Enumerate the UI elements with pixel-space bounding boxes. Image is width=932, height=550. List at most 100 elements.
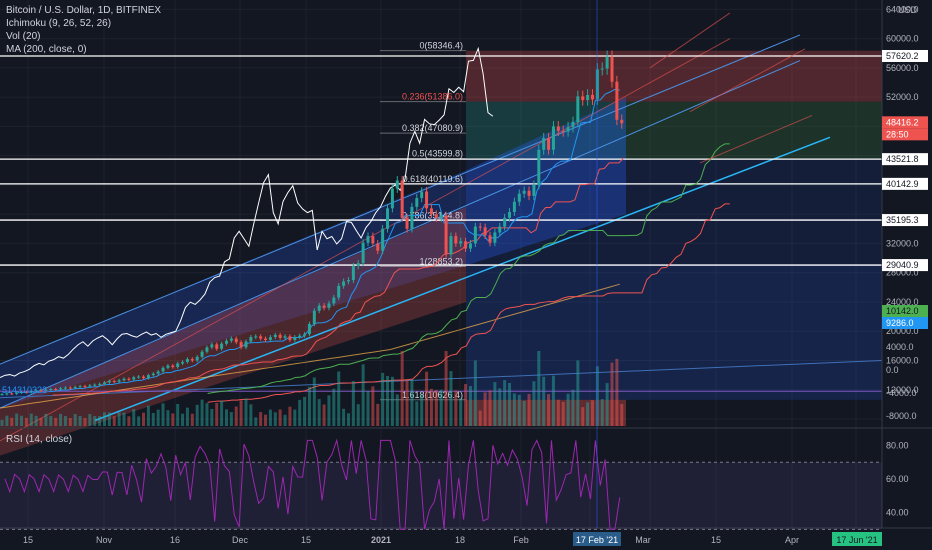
volume-bar <box>142 412 146 426</box>
candle <box>298 335 302 338</box>
volume-bar <box>464 384 468 426</box>
candle <box>366 236 370 243</box>
volume-indicator-label[interactable]: Vol (20) <box>6 31 41 42</box>
volume-bar <box>590 400 594 426</box>
volume-bar <box>137 416 141 426</box>
chart-legend: Bitcoin / U.S. Dollar, 1D, BITFINEX Ichi… <box>6 4 161 56</box>
time-axis-label: 16 <box>170 535 180 545</box>
candle <box>381 228 385 251</box>
rsi-indicator-label[interactable]: RSI (14, close) <box>6 434 73 445</box>
ma-indicator-label[interactable]: MA (200, close, 0) <box>6 44 87 55</box>
volume-bar <box>20 415 24 426</box>
candle <box>98 383 102 385</box>
candle <box>439 215 443 218</box>
fib-level-label: 0(58346.4) <box>419 41 463 51</box>
projection-arrow <box>699 114 813 164</box>
volume-bar <box>117 412 121 426</box>
ichimoku-indicator-label[interactable]: Ichimoku (9, 26, 52, 26) <box>6 18 112 29</box>
time-axis-label: Apr <box>785 535 799 545</box>
candle <box>542 138 546 150</box>
time-badge-label: 17 Feb '21 <box>576 535 618 545</box>
candle <box>44 389 48 391</box>
volume-bar <box>337 371 341 426</box>
candle <box>142 376 146 379</box>
candle <box>356 263 360 267</box>
volume-bar <box>249 404 253 426</box>
candle <box>517 193 521 202</box>
symbol-title[interactable]: Bitcoin / U.S. Dollar, 1D, BITFINEX <box>6 5 162 16</box>
volume-bar <box>171 413 175 426</box>
volume-bar <box>54 417 58 426</box>
volume-bar <box>420 394 424 426</box>
time-badge <box>832 532 882 546</box>
price-badge-label: 57620.2 <box>886 51 919 61</box>
price-badge <box>882 305 928 317</box>
fib-level-label: 0.236(51386.0) <box>402 92 463 102</box>
rsi-axis-label: 80.00 <box>886 440 909 450</box>
candle <box>512 201 516 212</box>
volume-bar <box>93 416 97 426</box>
candle <box>459 241 463 244</box>
volume-bar <box>34 415 38 426</box>
time-axis-label: Nov <box>96 535 113 545</box>
projection-arrow <box>689 48 806 113</box>
candle <box>537 149 541 185</box>
candle <box>107 380 111 383</box>
volume-bar <box>244 398 248 426</box>
time-axis-label: 15 <box>711 535 721 545</box>
fib-level-label: 0.618(40119.6) <box>403 174 463 184</box>
candle <box>132 377 136 380</box>
volume-bar <box>259 412 263 426</box>
volume-bar <box>239 400 243 426</box>
trend-line <box>94 136 831 422</box>
volume-bar <box>0 420 4 426</box>
candle <box>532 184 536 196</box>
candle <box>59 388 63 390</box>
volume-bar <box>620 404 624 426</box>
candle <box>78 386 82 388</box>
channel-red <box>0 206 466 456</box>
volume-axis-label: 0.0 <box>886 365 899 375</box>
volume-bar <box>488 390 492 426</box>
candle <box>327 303 331 308</box>
candle <box>39 390 43 392</box>
channel-red-line <box>0 38 731 442</box>
candle <box>303 334 307 336</box>
rsi-line <box>4 438 621 530</box>
volume-bar <box>15 413 19 426</box>
candle <box>102 382 106 384</box>
volume-bar <box>156 409 160 426</box>
volume-bar <box>493 382 497 426</box>
volume-bar <box>517 394 521 426</box>
volume-bar <box>410 379 414 426</box>
volume-bar <box>49 415 53 426</box>
volume-bar <box>556 399 560 426</box>
volume-bar <box>405 379 409 426</box>
candle <box>181 361 185 364</box>
volume-bar <box>415 401 419 426</box>
candle <box>0 394 4 396</box>
candle <box>561 130 565 132</box>
volume-bar <box>254 417 258 426</box>
volume-bar <box>312 377 316 426</box>
volume-bar <box>146 405 150 426</box>
price-badge-label: 35195.3 <box>886 215 919 225</box>
time-axis-label: 15 <box>23 535 33 545</box>
candle <box>73 386 77 388</box>
time-axis-label: Mar <box>635 535 651 545</box>
volume-bar <box>459 398 463 426</box>
volume-bar <box>200 399 204 426</box>
volume-bar <box>122 412 126 426</box>
volume-bar <box>508 382 512 426</box>
candle <box>293 337 297 341</box>
volume-bar <box>429 388 433 426</box>
volume-bar <box>317 399 321 426</box>
time-axis-label: Feb <box>513 535 529 545</box>
candle <box>434 214 438 218</box>
candle <box>24 391 28 393</box>
volume-bar <box>561 401 565 426</box>
price-badge-label: 28:50 <box>886 129 909 139</box>
volume-bar <box>346 413 350 426</box>
volume-bar <box>88 414 92 426</box>
